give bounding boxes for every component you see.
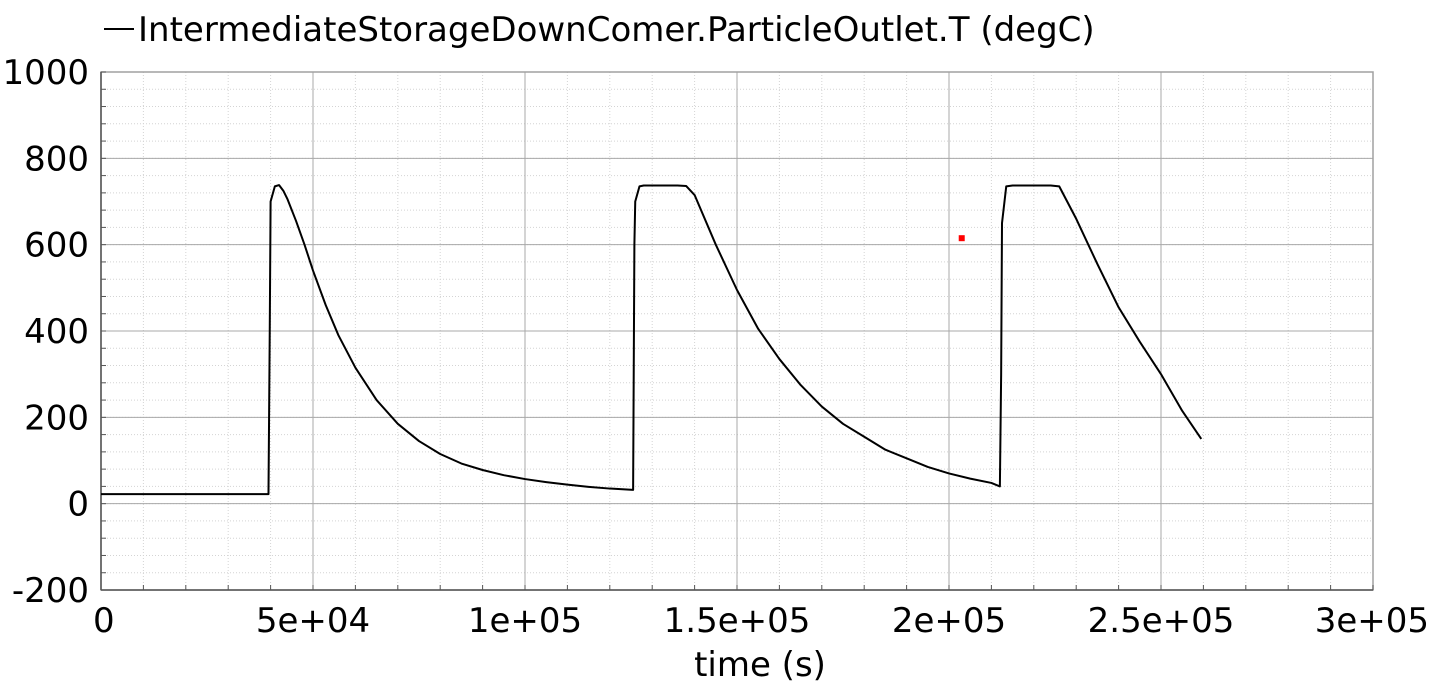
y-tick-labels: -200 0 200 400 600 800 1000 bbox=[2, 53, 89, 611]
x-tick-label: 5e+04 bbox=[256, 601, 370, 641]
axis-ticks bbox=[100, 71, 1374, 591]
x-tick-label: 3e+05 bbox=[1315, 601, 1429, 641]
y-tick-label: 600 bbox=[24, 226, 89, 266]
legend: IntermediateStorageDownComer.ParticleOut… bbox=[104, 10, 1095, 50]
y-tick-label: 1000 bbox=[2, 53, 89, 93]
x-tick-label: 1e+05 bbox=[468, 601, 582, 641]
x-tick-label: 2.5e+05 bbox=[1088, 601, 1235, 641]
y-tick-label: 400 bbox=[24, 312, 89, 352]
y-tick-label: 800 bbox=[24, 139, 89, 179]
x-axis-title: time (s) bbox=[694, 645, 826, 685]
x-tick-label: 0 bbox=[93, 601, 115, 641]
red-marker bbox=[958, 235, 965, 242]
y-tick-label: 0 bbox=[67, 485, 89, 525]
major-grid bbox=[100, 71, 1374, 591]
series-layer bbox=[101, 184, 1203, 496]
x-tick-labels: 0 5e+04 1e+05 1.5e+05 2e+05 2.5e+05 3e+05 bbox=[93, 601, 1429, 641]
y-tick-label: 200 bbox=[24, 398, 89, 438]
x-tick-label: 2e+05 bbox=[892, 601, 1006, 641]
legend-label: IntermediateStorageDownComer.ParticleOut… bbox=[138, 10, 1095, 50]
series-line-0 bbox=[101, 184, 1203, 496]
x-tick-label: 1.5e+05 bbox=[664, 601, 811, 641]
annotation-layer bbox=[958, 235, 965, 242]
y-tick-label: -200 bbox=[12, 571, 89, 611]
